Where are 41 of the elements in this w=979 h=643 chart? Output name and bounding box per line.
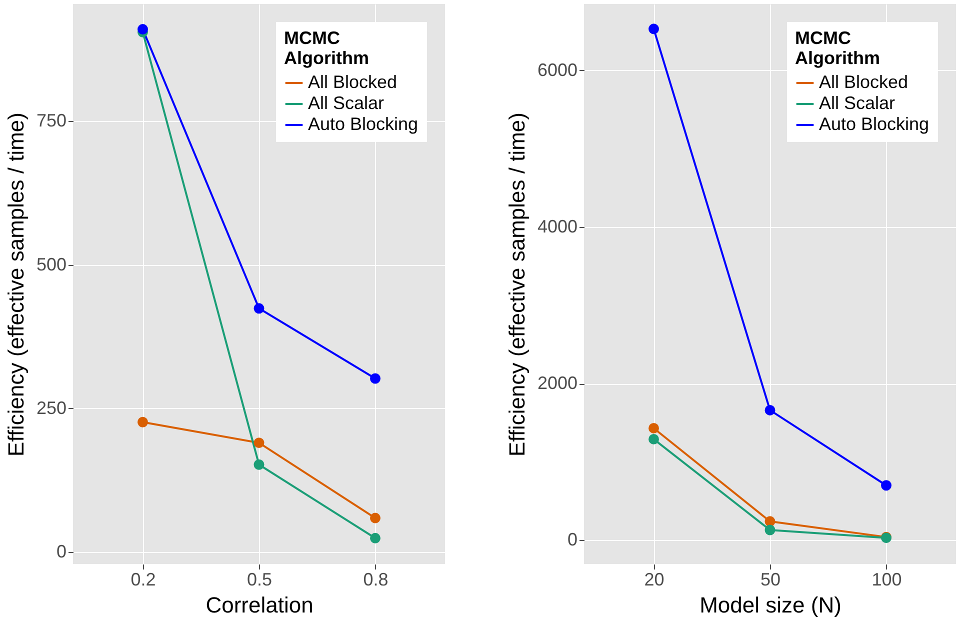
x-tick-label: 20 — [644, 570, 664, 590]
point — [370, 532, 380, 544]
legend-label: All Scalar — [308, 93, 384, 113]
y-tick-label: 750 — [36, 110, 66, 131]
x-tick-label: 0.8 — [363, 570, 388, 590]
x-axis-title: Model size (N) — [700, 592, 842, 618]
x-tick-label: 50 — [760, 570, 781, 590]
x-axis-title: Correlation — [206, 592, 314, 618]
point — [881, 480, 892, 491]
point — [370, 373, 380, 384]
y-axis-title: Efficiency (effective samples / time) — [504, 112, 530, 456]
y-tick-label: 500 — [36, 254, 66, 274]
legend-label: Auto Blocking — [308, 114, 418, 134]
point — [370, 512, 380, 524]
x-tick-label: 100 — [872, 570, 902, 590]
point — [254, 303, 264, 314]
point — [648, 422, 659, 434]
y-tick-label: 2000 — [537, 373, 578, 394]
point — [764, 516, 776, 527]
point — [254, 438, 264, 448]
x-tick-label: 0.2 — [130, 570, 156, 590]
y-tick-label: 6000 — [537, 60, 578, 80]
x-tick-label: 0.5 — [246, 570, 272, 590]
legend-label: All Blocked — [308, 72, 398, 92]
y-tick-label: 4000 — [537, 216, 578, 236]
point — [138, 24, 148, 35]
legend-label: All Scalar — [819, 93, 896, 113]
legend-title: MCMC Algorithm — [795, 28, 880, 68]
point — [648, 24, 659, 34]
y-tick-label: 250 — [36, 398, 66, 418]
point — [764, 524, 776, 536]
point — [254, 459, 264, 470]
y-tick-label: 0 — [567, 530, 578, 550]
y-axis-title: Efficiency (effective samples / time) — [3, 112, 28, 456]
legend-label: All Blocked — [819, 72, 908, 92]
point — [648, 434, 659, 444]
point — [138, 416, 148, 428]
legend-label: Auto Blocking — [819, 114, 930, 134]
y-tick-label: 0 — [56, 541, 66, 562]
point — [764, 404, 776, 416]
legend-title: MCMC Algorithm — [284, 28, 369, 68]
